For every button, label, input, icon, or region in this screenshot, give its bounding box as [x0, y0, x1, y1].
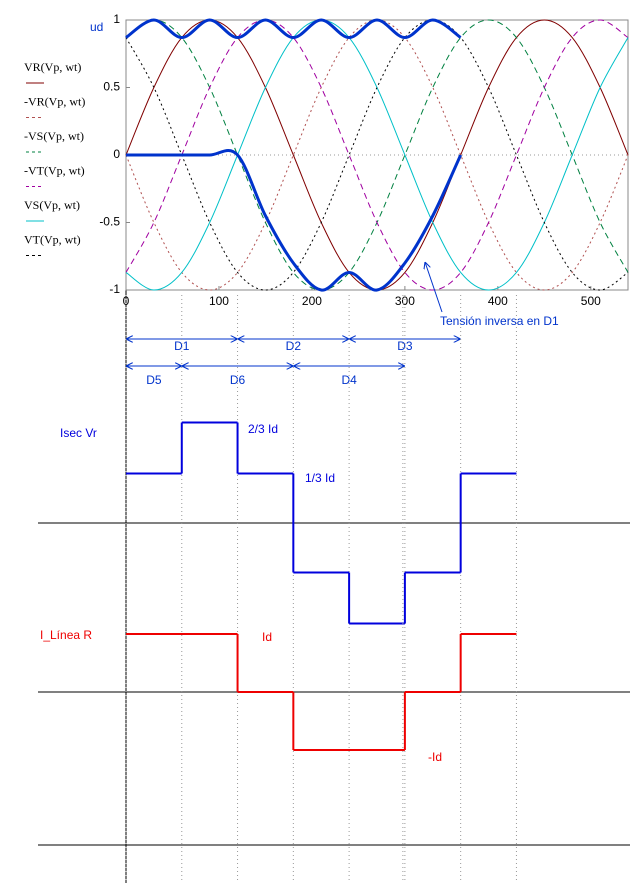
- interval-label: D1: [174, 339, 190, 353]
- series-line: [125, 19, 629, 291]
- y-tick-label: 0: [113, 147, 120, 161]
- interval-label: D2: [286, 339, 302, 353]
- interval-label: D4: [341, 373, 357, 387]
- legend-label: -VR(Vp, wt): [24, 94, 85, 108]
- x-tick-label: 100: [209, 294, 229, 308]
- legend-label: -VT(Vp, wt): [24, 163, 85, 177]
- legend-label: VS(Vp, wt): [24, 198, 80, 212]
- y-tick-label: -0.5: [99, 215, 120, 229]
- annotation-arrow: [425, 262, 443, 313]
- y-tick-label: 0.5: [103, 80, 120, 94]
- chart-title: I_Línea R: [40, 628, 92, 642]
- interval-label: D6: [230, 373, 246, 387]
- series-line: [125, 18, 462, 40]
- level-label: 1/3 Id: [305, 471, 335, 485]
- annotation: Tensión inversa en D1: [440, 314, 559, 328]
- x-tick-label: 300: [395, 294, 415, 308]
- legend-label: -VS(Vp, wt): [24, 129, 84, 143]
- interval-label: D3: [397, 339, 413, 353]
- interval-label: D5: [146, 373, 162, 387]
- x-tick-label: 400: [488, 294, 508, 308]
- level-label: 2/3 Id: [248, 422, 278, 436]
- series-line: [125, 19, 629, 291]
- x-tick-label: 500: [581, 294, 601, 308]
- level-label: Id: [262, 630, 272, 644]
- y-tick-label: -1: [109, 282, 120, 296]
- chart-title: Isec Vr: [60, 426, 97, 440]
- series-line: [125, 19, 629, 291]
- series-line: [126, 149, 463, 292]
- series-label: ud: [90, 20, 103, 34]
- legend-label: VR(Vp, wt): [24, 60, 81, 74]
- x-tick-label: 200: [302, 294, 322, 308]
- y-tick-label: 1: [113, 12, 120, 26]
- level-label: -Id: [428, 750, 442, 764]
- legend-label: VT(Vp, wt): [24, 232, 81, 246]
- x-tick-label: 0: [123, 294, 130, 308]
